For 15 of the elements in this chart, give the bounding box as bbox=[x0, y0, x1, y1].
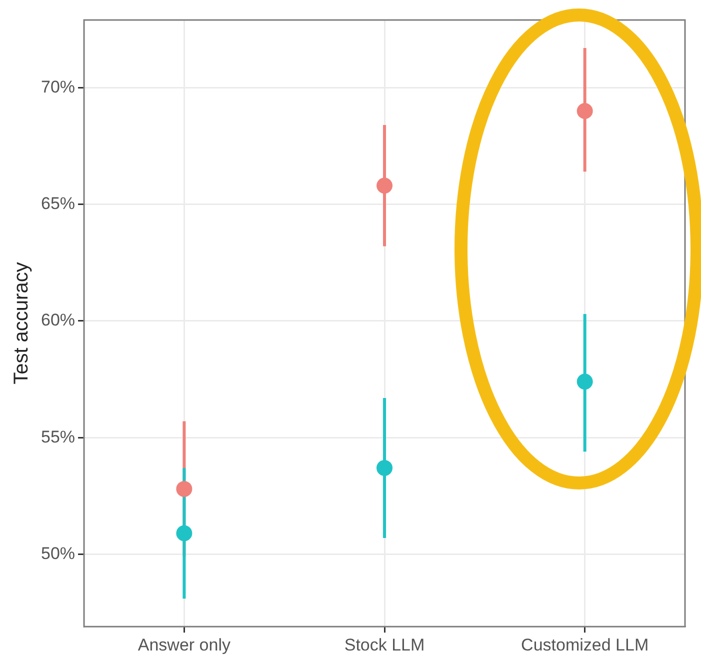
x-tick-label: Customized LLM bbox=[521, 635, 649, 654]
y-tick-label: 60% bbox=[40, 310, 76, 330]
y-tick-label: 50% bbox=[40, 544, 76, 563]
point bbox=[176, 480, 192, 497]
point bbox=[376, 178, 393, 194]
x-tick-label: Stock LLM bbox=[344, 635, 425, 654]
y-tick-label: 70% bbox=[40, 77, 76, 96]
y-tick-label: 55% bbox=[40, 427, 76, 446]
point bbox=[376, 460, 393, 476]
point bbox=[576, 102, 593, 119]
point bbox=[176, 525, 192, 542]
y-axis-title: Test accuracy bbox=[10, 262, 33, 384]
y-tick-label: 65% bbox=[40, 194, 76, 213]
x-tick-label: Answer only bbox=[138, 635, 231, 654]
point bbox=[576, 374, 593, 390]
